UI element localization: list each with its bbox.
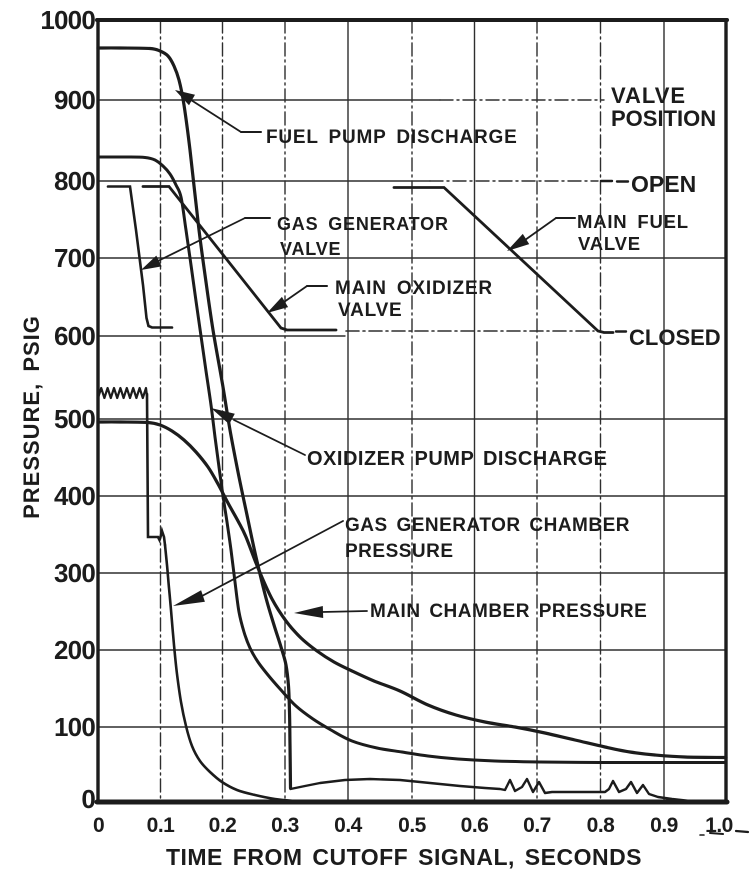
- svg-text:CLOSED: CLOSED: [629, 325, 721, 350]
- svg-text:600: 600: [54, 321, 95, 351]
- svg-text:OPEN: OPEN: [631, 171, 696, 197]
- svg-text:VALVE: VALVE: [338, 300, 403, 321]
- svg-text:400: 400: [54, 481, 95, 511]
- svg-text:500: 500: [54, 404, 95, 434]
- svg-text:200: 200: [54, 635, 95, 665]
- svg-text:OXIDIZER PUMP DISCHARGE: OXIDIZER PUMP DISCHARGE: [307, 448, 608, 470]
- svg-text:0.7: 0.7: [523, 814, 551, 837]
- svg-text:VALVE: VALVE: [280, 239, 341, 259]
- svg-text:MAIN CHAMBER PRESSURE: MAIN CHAMBER PRESSURE: [370, 601, 647, 622]
- svg-text:100: 100: [54, 712, 95, 742]
- svg-text:GAS GENERATOR CHAMBER: GAS GENERATOR CHAMBER: [345, 515, 630, 536]
- svg-text:800: 800: [54, 166, 95, 196]
- svg-text:0.5: 0.5: [398, 814, 427, 837]
- svg-text:VALVE: VALVE: [578, 233, 641, 254]
- svg-text:0.2: 0.2: [209, 814, 237, 837]
- svg-text:0.1: 0.1: [147, 814, 176, 837]
- svg-text:0.8: 0.8: [587, 814, 616, 837]
- svg-text:900: 900: [54, 85, 95, 115]
- svg-text:0.4: 0.4: [334, 814, 363, 837]
- svg-text:1.0: 1.0: [705, 814, 733, 837]
- svg-text:TIME FROM CUTOFF SIGNAL, SECON: TIME FROM CUTOFF SIGNAL, SECONDS: [166, 844, 642, 870]
- svg-text:0.6: 0.6: [461, 814, 489, 837]
- svg-text:0.9: 0.9: [650, 814, 678, 837]
- svg-text:POSITION: POSITION: [611, 106, 716, 131]
- svg-text:0.3: 0.3: [271, 814, 299, 837]
- svg-text:1000: 1000: [40, 5, 95, 35]
- svg-text:VALVE: VALVE: [611, 83, 686, 108]
- svg-text:MAIN FUEL: MAIN FUEL: [577, 211, 689, 232]
- svg-text:PRESSURE: PRESSURE: [345, 541, 454, 562]
- svg-text:GAS GENERATOR: GAS GENERATOR: [277, 214, 449, 234]
- svg-text:700: 700: [54, 243, 95, 273]
- svg-text:PRESSURE, PSIG: PRESSURE, PSIG: [19, 315, 44, 519]
- svg-text:FUEL PUMP DISCHARGE: FUEL PUMP DISCHARGE: [266, 127, 518, 148]
- svg-text:0: 0: [93, 814, 104, 837]
- svg-text:MAIN OXIDIZER: MAIN OXIDIZER: [335, 278, 493, 299]
- svg-text:300: 300: [54, 558, 95, 588]
- svg-text:0: 0: [81, 784, 95, 814]
